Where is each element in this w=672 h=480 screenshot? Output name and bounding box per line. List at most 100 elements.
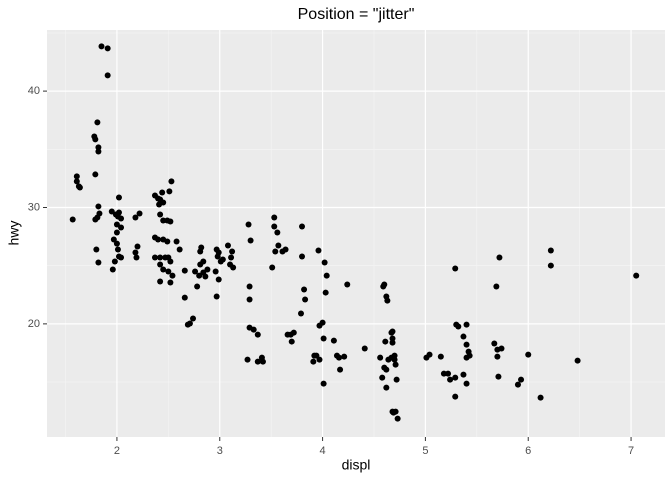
point — [254, 358, 261, 365]
point — [160, 266, 167, 273]
point — [379, 374, 386, 381]
point — [244, 356, 251, 363]
point — [168, 178, 175, 185]
point — [633, 272, 640, 279]
point — [118, 254, 125, 261]
y-tick-label: 30 — [28, 201, 40, 213]
point — [518, 376, 525, 383]
point — [214, 253, 221, 260]
point — [393, 376, 400, 383]
point — [290, 329, 297, 336]
point — [315, 247, 322, 254]
point — [157, 261, 164, 268]
x-axis-title: displ — [342, 457, 371, 473]
point — [212, 268, 219, 275]
point — [109, 266, 116, 273]
point — [134, 243, 141, 250]
point — [92, 216, 99, 223]
point — [104, 45, 111, 52]
point — [344, 281, 351, 288]
point — [547, 247, 554, 254]
point — [297, 310, 304, 317]
point — [132, 249, 139, 256]
point — [157, 254, 164, 261]
point — [574, 357, 581, 364]
point — [440, 370, 447, 377]
point — [302, 296, 309, 303]
point — [323, 272, 330, 279]
point — [200, 269, 207, 276]
point — [466, 352, 473, 359]
x-tick-label: 5 — [422, 445, 428, 457]
point — [192, 268, 199, 275]
point — [322, 289, 329, 296]
point — [447, 376, 454, 383]
point — [445, 370, 452, 377]
point — [115, 194, 122, 201]
point — [118, 224, 125, 231]
x-tick-label: 3 — [217, 445, 223, 457]
point — [377, 354, 384, 361]
point — [299, 223, 306, 230]
point — [337, 366, 344, 373]
point — [288, 338, 295, 345]
point — [176, 246, 183, 253]
point — [310, 358, 317, 365]
point — [92, 171, 99, 178]
point — [250, 326, 257, 333]
point — [230, 264, 237, 271]
point — [320, 380, 327, 387]
point — [299, 253, 306, 260]
point — [96, 210, 103, 217]
point — [271, 214, 278, 221]
point — [204, 266, 211, 273]
point — [361, 345, 368, 352]
point — [215, 276, 222, 283]
point — [217, 258, 224, 265]
point — [76, 184, 83, 191]
point — [437, 353, 444, 360]
point — [452, 393, 459, 400]
y-tick-label: 20 — [28, 318, 40, 330]
y-tick-label: 40 — [28, 85, 40, 97]
point — [194, 283, 201, 290]
point — [493, 283, 500, 290]
point — [460, 371, 467, 378]
point — [463, 380, 470, 387]
point — [95, 148, 102, 155]
point — [426, 351, 433, 358]
point — [384, 297, 391, 304]
point — [213, 293, 220, 300]
point — [156, 201, 163, 208]
point — [321, 259, 328, 266]
x-tick-label: 2 — [114, 445, 120, 457]
x-tick-label: 6 — [525, 445, 531, 457]
point — [160, 217, 167, 224]
point — [525, 351, 532, 358]
point — [453, 321, 460, 328]
panel — [47, 30, 665, 437]
point — [111, 258, 118, 265]
point — [336, 354, 343, 361]
point — [167, 258, 174, 265]
point — [95, 259, 102, 266]
point — [173, 238, 180, 245]
point — [498, 345, 505, 352]
point — [181, 294, 188, 301]
point — [110, 236, 117, 243]
point — [547, 262, 554, 269]
point — [389, 328, 396, 335]
point — [159, 189, 166, 196]
point — [330, 337, 337, 344]
point — [95, 203, 102, 210]
point — [275, 242, 282, 249]
point — [452, 265, 459, 272]
point — [460, 333, 467, 340]
point — [254, 331, 261, 338]
point — [537, 394, 544, 401]
point — [259, 358, 266, 365]
point — [246, 283, 253, 290]
point — [151, 254, 158, 261]
point — [113, 229, 120, 236]
